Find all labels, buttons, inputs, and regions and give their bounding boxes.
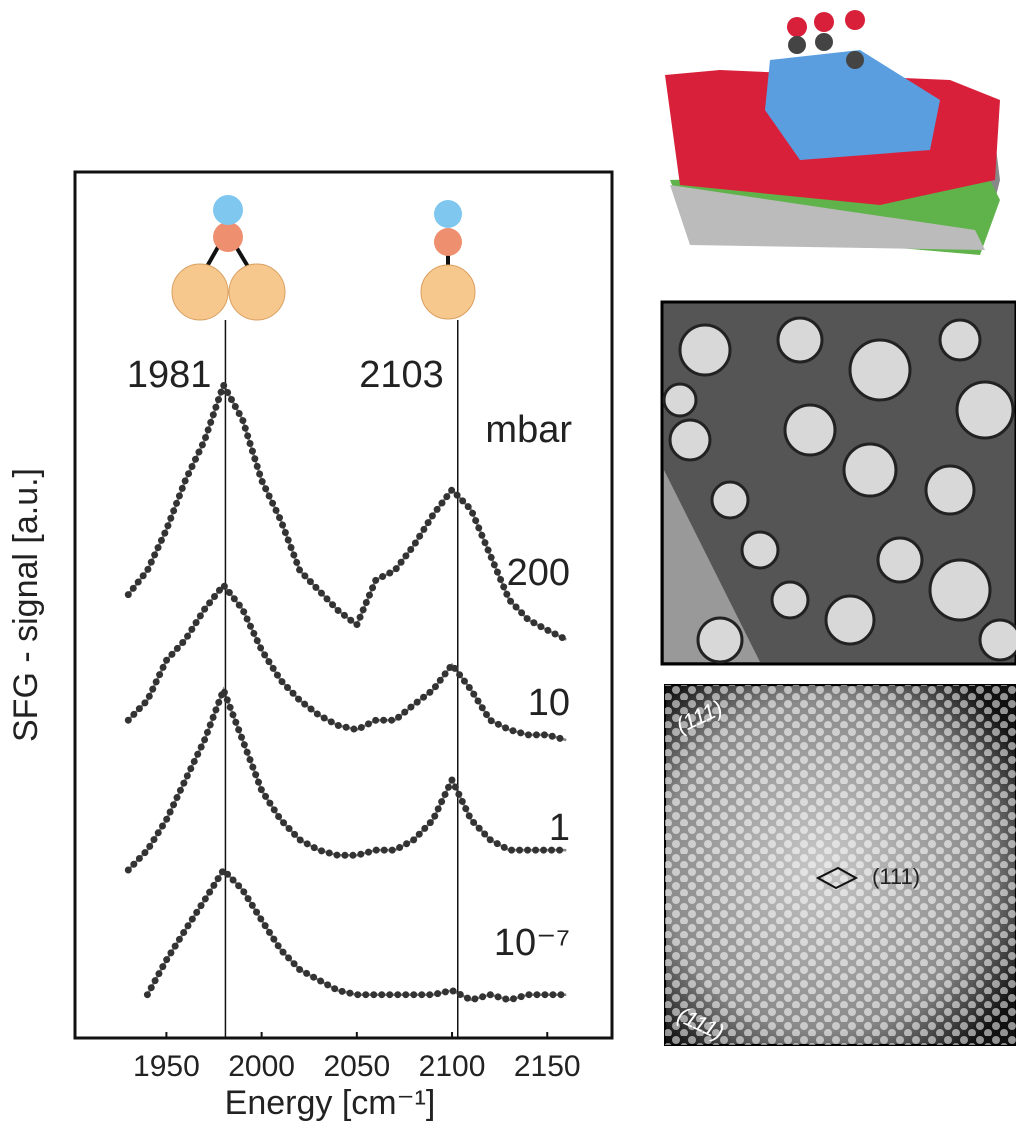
spectrum-trace [128, 585, 566, 740]
series-label: 10⁻⁷ [494, 922, 570, 964]
particle-model [665, 10, 1000, 255]
spectrum [128, 690, 566, 870]
series-label: 10 [528, 682, 570, 724]
stm-atomic [665, 685, 1016, 1045]
reference-label: 1981 [127, 354, 212, 396]
figure: SFG - signal [a.u.] Energy [cm⁻¹] mbar (… [0, 0, 1016, 1130]
atop-co-icon [421, 200, 475, 319]
series-label: 200 [507, 552, 570, 594]
spectrum [128, 585, 566, 740]
x-tick-label: 2100 [419, 1050, 486, 1083]
bridge-co-icon [172, 195, 285, 320]
x-tick-label: 2000 [228, 1050, 295, 1083]
series-label: 1 [549, 807, 570, 849]
stm-overview [662, 302, 1016, 664]
x-tick-label: 2050 [323, 1050, 390, 1083]
y-axis-label: SFG - signal [a.u.] [7, 468, 45, 742]
x-tick-label: 1950 [133, 1050, 200, 1083]
unit-label: mbar [485, 409, 572, 451]
x-axis-label: Energy [cm⁻¹] [225, 1084, 436, 1122]
plot-frame [75, 172, 612, 1038]
facet-label: (111) [872, 864, 920, 889]
reference-label: 2103 [359, 354, 444, 396]
x-tick-label: 2150 [514, 1050, 581, 1083]
